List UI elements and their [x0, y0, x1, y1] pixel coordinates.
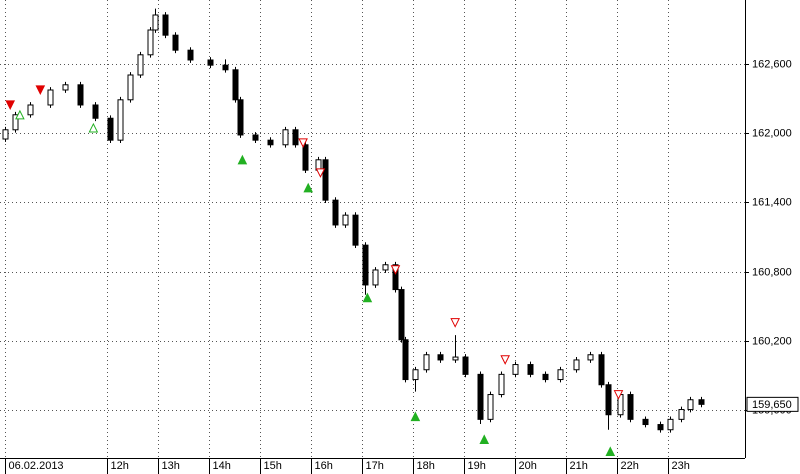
- candle-body: [232, 69, 239, 101]
- candle-body: [332, 199, 339, 226]
- buy-signal: [88, 122, 99, 133]
- buy-signal: [362, 292, 373, 303]
- candle-body: [557, 369, 564, 381]
- x-tick-label: 06.02.2013: [9, 460, 64, 472]
- x-tick-label: 20h: [519, 460, 537, 472]
- candle-body: [362, 244, 369, 286]
- y-tick-label: 162,600: [752, 58, 792, 70]
- candle-body: [587, 354, 594, 361]
- y-tick-label: 162,000: [752, 127, 792, 139]
- candle-body: [137, 54, 144, 76]
- buy-signal: [237, 154, 248, 165]
- candle-body: [252, 134, 259, 141]
- sell-signal: [450, 318, 460, 328]
- candle-body: [292, 129, 299, 146]
- x-tick-label: 17h: [366, 460, 384, 472]
- sell-signal: [35, 85, 46, 95]
- candle-body: [222, 64, 229, 71]
- candle-body: [47, 89, 54, 106]
- sell-signal: [315, 168, 326, 178]
- buy-signal: [605, 446, 616, 457]
- candle-body: [162, 14, 169, 36]
- buy-signal: [303, 182, 314, 193]
- candle-body: [477, 373, 484, 420]
- last-price-label: 159,650: [752, 399, 792, 411]
- buy-signal: [410, 411, 421, 422]
- buy-signal: [15, 109, 25, 120]
- candle-body: [107, 117, 114, 141]
- candle-body: [187, 49, 194, 61]
- x-tick-label: 22h: [621, 460, 639, 472]
- candle-body: [207, 59, 214, 66]
- x-tick-label: 19h: [468, 460, 486, 472]
- candle-body: [527, 364, 534, 375]
- candle-body: [342, 214, 349, 226]
- candle-body: [117, 99, 124, 141]
- x-tick-label: 14h: [213, 460, 231, 472]
- sell-signal: [613, 390, 624, 400]
- candle-body: [267, 139, 274, 146]
- sell-signal: [500, 355, 510, 365]
- candle-body: [302, 144, 309, 171]
- candle-body: [237, 99, 244, 136]
- candle-body: [573, 359, 580, 371]
- candle-body: [698, 399, 705, 405]
- candle-body: [282, 129, 289, 146]
- x-tick-label: 13h: [162, 460, 180, 472]
- candle-body: [77, 84, 84, 106]
- candle-body: [627, 394, 634, 420]
- candle-body: [462, 356, 469, 375]
- candle-body: [437, 354, 444, 361]
- sell-signal: [390, 265, 401, 275]
- last-price-box: [746, 396, 799, 412]
- sell-signal: [298, 138, 308, 148]
- y-tick-label: 160,800: [752, 266, 792, 278]
- candle-body: [412, 369, 419, 381]
- candle-body: [487, 394, 494, 420]
- candle-body: [92, 104, 99, 119]
- candle-body: [27, 104, 34, 116]
- candle-body: [598, 354, 605, 386]
- candle-body: [127, 74, 134, 101]
- candle-body: [657, 424, 664, 431]
- y-tick-label: 161,400: [752, 196, 792, 208]
- x-tick-label: 23h: [672, 460, 690, 472]
- candle-body: [392, 264, 399, 291]
- candle-body: [398, 289, 405, 341]
- candle-body: [687, 399, 694, 411]
- candle-body: [62, 84, 69, 91]
- x-tick-label: 15h: [264, 460, 282, 472]
- candle-body: [512, 364, 519, 375]
- candle-body: [12, 114, 19, 131]
- candle-body: [498, 373, 505, 396]
- x-tick-label: 12h: [111, 460, 129, 472]
- candle-body: [667, 418, 674, 431]
- candle-body: [402, 339, 409, 381]
- y-tick-label: 160,200: [752, 335, 792, 347]
- x-tick-label: 21h: [570, 460, 588, 472]
- candle-body: [642, 418, 649, 426]
- candle-body: [452, 356, 459, 361]
- candle-body: [152, 14, 159, 31]
- candle-body: [542, 373, 549, 381]
- x-tick-label: 16h: [315, 460, 333, 472]
- candle-body: [352, 214, 359, 246]
- x-tick-label: 18h: [417, 460, 435, 472]
- candle-body: [372, 269, 379, 286]
- candle-body: [605, 384, 612, 416]
- candle-body: [172, 34, 179, 51]
- candle-body: [382, 264, 389, 271]
- sell-signal: [5, 100, 16, 110]
- buy-signal: [479, 434, 490, 445]
- candle-body: [2, 129, 9, 140]
- candle-body: [147, 29, 154, 56]
- candle-body: [678, 409, 685, 420]
- candle-body: [322, 159, 329, 201]
- candle-body: [423, 354, 430, 371]
